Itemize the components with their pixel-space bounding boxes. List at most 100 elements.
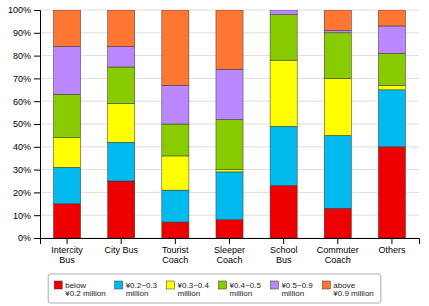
tick: City Bus [104,238,138,255]
bar-segment [54,204,81,238]
text-line: million [126,289,149,298]
text-line: Coach [162,255,188,265]
tick: 40% [13,142,40,152]
bar-segment [378,26,405,53]
tick-label: 30% [13,165,31,175]
series [54,60,406,190]
bar-segment [378,53,405,85]
tick-mark [34,56,40,57]
text-line: million [178,289,201,298]
tick: 60% [13,97,40,107]
legend-item: above¥0.9 million [322,281,373,299]
bar-segment [216,220,243,238]
text-line: Sleeper [214,245,245,255]
legend-label: ¥0.4~0.5million [229,281,262,299]
text-line: above [333,281,355,290]
tick-label: 60% [13,97,31,107]
legend-label: below¥0.2 million [64,281,105,299]
bar-segment [54,167,81,203]
bar-segment [270,60,297,126]
tick-label: IntercityBus [51,245,83,265]
tick-label: 90% [13,28,31,38]
tick-mark [34,170,40,171]
tick-label: 10% [13,211,31,221]
bar-segment [108,181,135,238]
tick-label: 40% [13,142,31,152]
bar-segment [108,67,135,103]
text-line: ¥0.2 million [64,289,105,298]
tick-label: 80% [13,51,31,61]
tick-label: 20% [13,188,31,198]
text-line: Bus [276,255,292,265]
bar-segment [324,31,351,33]
bar-segment [324,135,351,208]
tick-mark [121,238,122,244]
tick-mark [283,238,284,244]
bar-segment [108,10,135,46]
tick: 30% [13,165,40,175]
tick-label: 0% [18,233,31,243]
bar-segment [54,10,81,46]
tick-mark [34,215,40,216]
legend-item: ¥0.4~0.5million [219,281,262,299]
bar-segment [54,138,81,168]
tick: Others [378,238,406,255]
legend-swatch [167,281,175,289]
tick-label: 70% [13,74,31,84]
bar-segment [378,10,405,26]
bar-segment [162,85,189,124]
tick: SchoolBus [270,238,298,265]
bar-segment [378,147,405,238]
tick: 50% [13,119,40,129]
grid [40,10,419,238]
text-line: ¥0.2~0.3 [125,281,158,290]
axis-line [34,11,41,239]
tick-mark [34,192,40,193]
bar-segment [270,10,297,15]
legend-swatch [322,281,330,289]
legend-label: above¥0.9 million [332,281,373,299]
bar-segment [216,170,243,172]
legend: below¥0.2 million¥0.2~0.3million¥0.3~0.4… [48,274,381,303]
bar-segment [216,119,243,169]
legend-frame [48,274,381,303]
tick-mark [34,78,40,79]
tick-mark [34,101,40,102]
tick: TouristCoach [162,238,189,265]
legend-item: ¥0.2~0.3million [115,281,158,299]
tick-label: TouristCoach [162,245,189,265]
text-line: Intercity [51,245,83,255]
tick: 80% [13,51,40,61]
legend-item: below¥0.2 million [54,281,105,299]
tick-mark [34,33,40,34]
tick: 0% [18,233,40,243]
tick-mark [175,238,176,244]
tick: IntercityBus [51,238,83,265]
bar-segment [162,10,189,85]
tick: CommuterCoach [317,238,359,265]
chart-container: below¥0.2 million¥0.2~0.3million¥0.3~0.4… [0,0,429,306]
legend-item: ¥0.3~0.4million [167,281,210,299]
bars [54,10,406,238]
tick-label: SleeperCoach [214,245,245,265]
bar-segment [216,172,243,220]
tick-label: CommuterCoach [317,245,359,265]
text-line: below [65,281,86,290]
tick-label: 50% [13,119,31,129]
text-line: ¥0.3~0.4 [177,281,210,290]
bar-segment [270,126,297,185]
tick-mark [34,238,40,239]
tick: 100% [8,5,40,15]
bar-segment [162,156,189,190]
bar-segment [270,10,297,11]
text-line: ¥0.9 million [332,289,373,298]
y-axis: 0% 10% 20% 30% 40% 50% 60% 70% 80% 90% 100% [8,5,41,243]
series [54,10,406,85]
plot: 0% 10% 20% 30% 40% 50% 60% 70% 80% 90% 100% Interci… [8,5,420,265]
bar-segment [162,124,189,156]
tick-mark [34,147,40,148]
text-line: Coach [325,255,351,265]
text-line: Coach [216,255,242,265]
bar-segment [54,46,81,94]
bar-segment [54,94,81,137]
